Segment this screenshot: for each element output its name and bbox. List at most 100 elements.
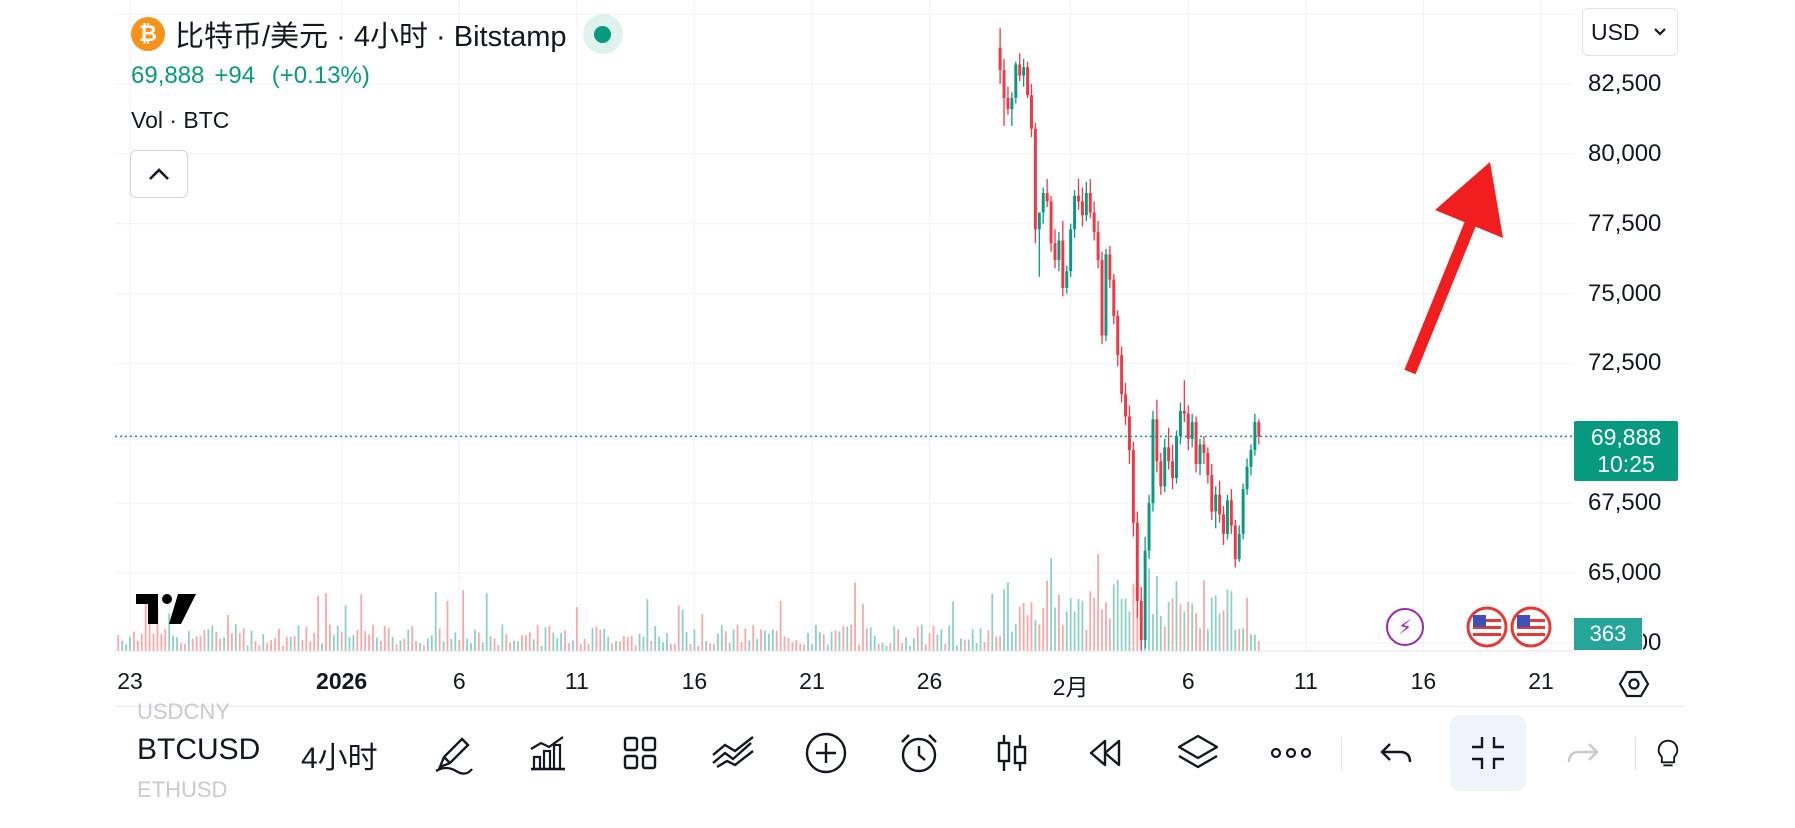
time-axis-label: 21 xyxy=(1528,668,1554,694)
volume-bar xyxy=(717,633,719,651)
chart-type-button[interactable] xyxy=(984,725,1040,781)
market-status-icon[interactable] xyxy=(582,14,623,54)
candle-body xyxy=(1014,64,1018,98)
price-axis-label: 65,000 xyxy=(1588,559,1662,586)
volume-bar xyxy=(893,626,896,651)
alert-button[interactable] xyxy=(891,725,947,781)
us-flag-icon[interactable] xyxy=(1510,606,1552,648)
volume-bar xyxy=(1206,629,1209,651)
us-flag-icon[interactable] xyxy=(1466,606,1508,648)
lightning-icon[interactable]: ⚡ xyxy=(1386,608,1424,646)
chart-settings-icon[interactable] xyxy=(1618,668,1650,700)
volume-bar xyxy=(133,631,135,651)
volume-bar xyxy=(1085,629,1088,651)
volume-bar xyxy=(191,638,194,651)
volume-bar xyxy=(168,613,171,651)
volume-bar xyxy=(199,636,202,651)
volume-bar xyxy=(1065,611,1068,651)
volume-bar xyxy=(736,624,739,651)
candle xyxy=(1139,586,1143,652)
replay-button[interactable] xyxy=(1077,725,1133,781)
object-tree-button[interactable] xyxy=(1170,725,1226,781)
candle xyxy=(1104,248,1108,342)
candle xyxy=(1182,380,1186,423)
volume-bar xyxy=(568,643,570,651)
candle-body xyxy=(1069,229,1073,272)
candle-body xyxy=(1237,533,1241,560)
volume-bar xyxy=(1214,595,1217,651)
symbol-next[interactable]: ETHUSD xyxy=(137,777,228,797)
volume-bar xyxy=(140,633,143,651)
volume-bar xyxy=(156,606,159,651)
candle-body xyxy=(1233,525,1237,560)
volume-bar xyxy=(524,635,527,651)
indicators-button[interactable] xyxy=(519,725,575,781)
volume-bar xyxy=(1050,558,1052,651)
volume-legend[interactable]: Vol · BTC xyxy=(131,107,230,133)
volume-bar xyxy=(571,640,574,651)
volume-bar xyxy=(325,593,327,651)
drawing-tools-button[interactable] xyxy=(426,725,482,781)
candles-icon xyxy=(997,735,1027,771)
candle-body xyxy=(1151,419,1155,504)
symbol-previous[interactable]: USDCNY xyxy=(137,699,230,724)
price-change: +94 xyxy=(214,62,256,89)
volume-bar xyxy=(1163,626,1166,651)
tradingview-logo-icon[interactable] xyxy=(136,594,196,624)
volume-bar xyxy=(485,593,488,651)
candle xyxy=(1163,438,1167,492)
undo-button[interactable] xyxy=(1368,725,1424,781)
redo-button[interactable] xyxy=(1555,725,1611,781)
candle-body xyxy=(1092,212,1096,233)
volume-bar xyxy=(791,642,794,651)
volume-bar xyxy=(211,625,214,651)
currency-select[interactable]: USD xyxy=(1582,8,1678,56)
candle-body xyxy=(1253,422,1257,451)
exit-fullscreen-button[interactable] xyxy=(1450,715,1526,791)
volume-bar xyxy=(928,633,931,651)
collapse-legend-button[interactable] xyxy=(130,150,188,198)
candle xyxy=(1120,346,1124,403)
time-axis-label: 21 xyxy=(799,668,825,694)
volume-bar xyxy=(901,643,904,651)
volume-bar xyxy=(552,632,555,651)
volume-bar xyxy=(125,644,127,651)
candle xyxy=(1175,430,1178,484)
candle xyxy=(1014,61,1018,104)
layouts-button[interactable] xyxy=(612,725,668,781)
symbol-button[interactable]: BTCUSD xyxy=(137,733,261,766)
ideas-button[interactable] xyxy=(1651,725,1685,781)
volume-bar xyxy=(642,636,645,651)
current-price-value: 69,888 xyxy=(1590,424,1662,450)
symbol-title[interactable]: 比特币/美元 · 4小时 · Bitstamp xyxy=(175,21,567,53)
volume-bar xyxy=(1108,618,1111,651)
volume-bar xyxy=(462,590,465,651)
candle xyxy=(1049,195,1053,252)
candle xyxy=(1135,511,1139,618)
symbol-header[interactable]: ₿ 比特币/美元 · 4小时 · Bitstamp xyxy=(131,14,623,54)
layouts-icon xyxy=(623,736,657,770)
volume-bar xyxy=(148,606,151,651)
price-axis-label: 67,500 xyxy=(1588,489,1662,517)
undo-icon xyxy=(1380,743,1412,763)
compare-button[interactable] xyxy=(705,725,761,781)
interval-button[interactable]: 4小时 xyxy=(301,742,378,775)
candle-body xyxy=(1104,254,1108,336)
candle xyxy=(1143,536,1147,649)
volume-bar xyxy=(869,627,872,651)
volume-bar xyxy=(536,624,539,651)
volume-bar xyxy=(391,636,394,651)
volume-bar xyxy=(877,643,880,651)
volume-bars xyxy=(117,553,1260,651)
volume-bar xyxy=(458,639,461,651)
more-button[interactable] xyxy=(1263,725,1319,781)
volume-bar xyxy=(944,643,947,651)
candle-body xyxy=(1112,279,1116,316)
volume-bar xyxy=(207,629,210,651)
volume-bar xyxy=(932,625,935,651)
volume-bar xyxy=(477,632,480,651)
volume-bar xyxy=(579,644,582,651)
volume-bar xyxy=(442,641,445,651)
add-button[interactable] xyxy=(798,725,854,781)
